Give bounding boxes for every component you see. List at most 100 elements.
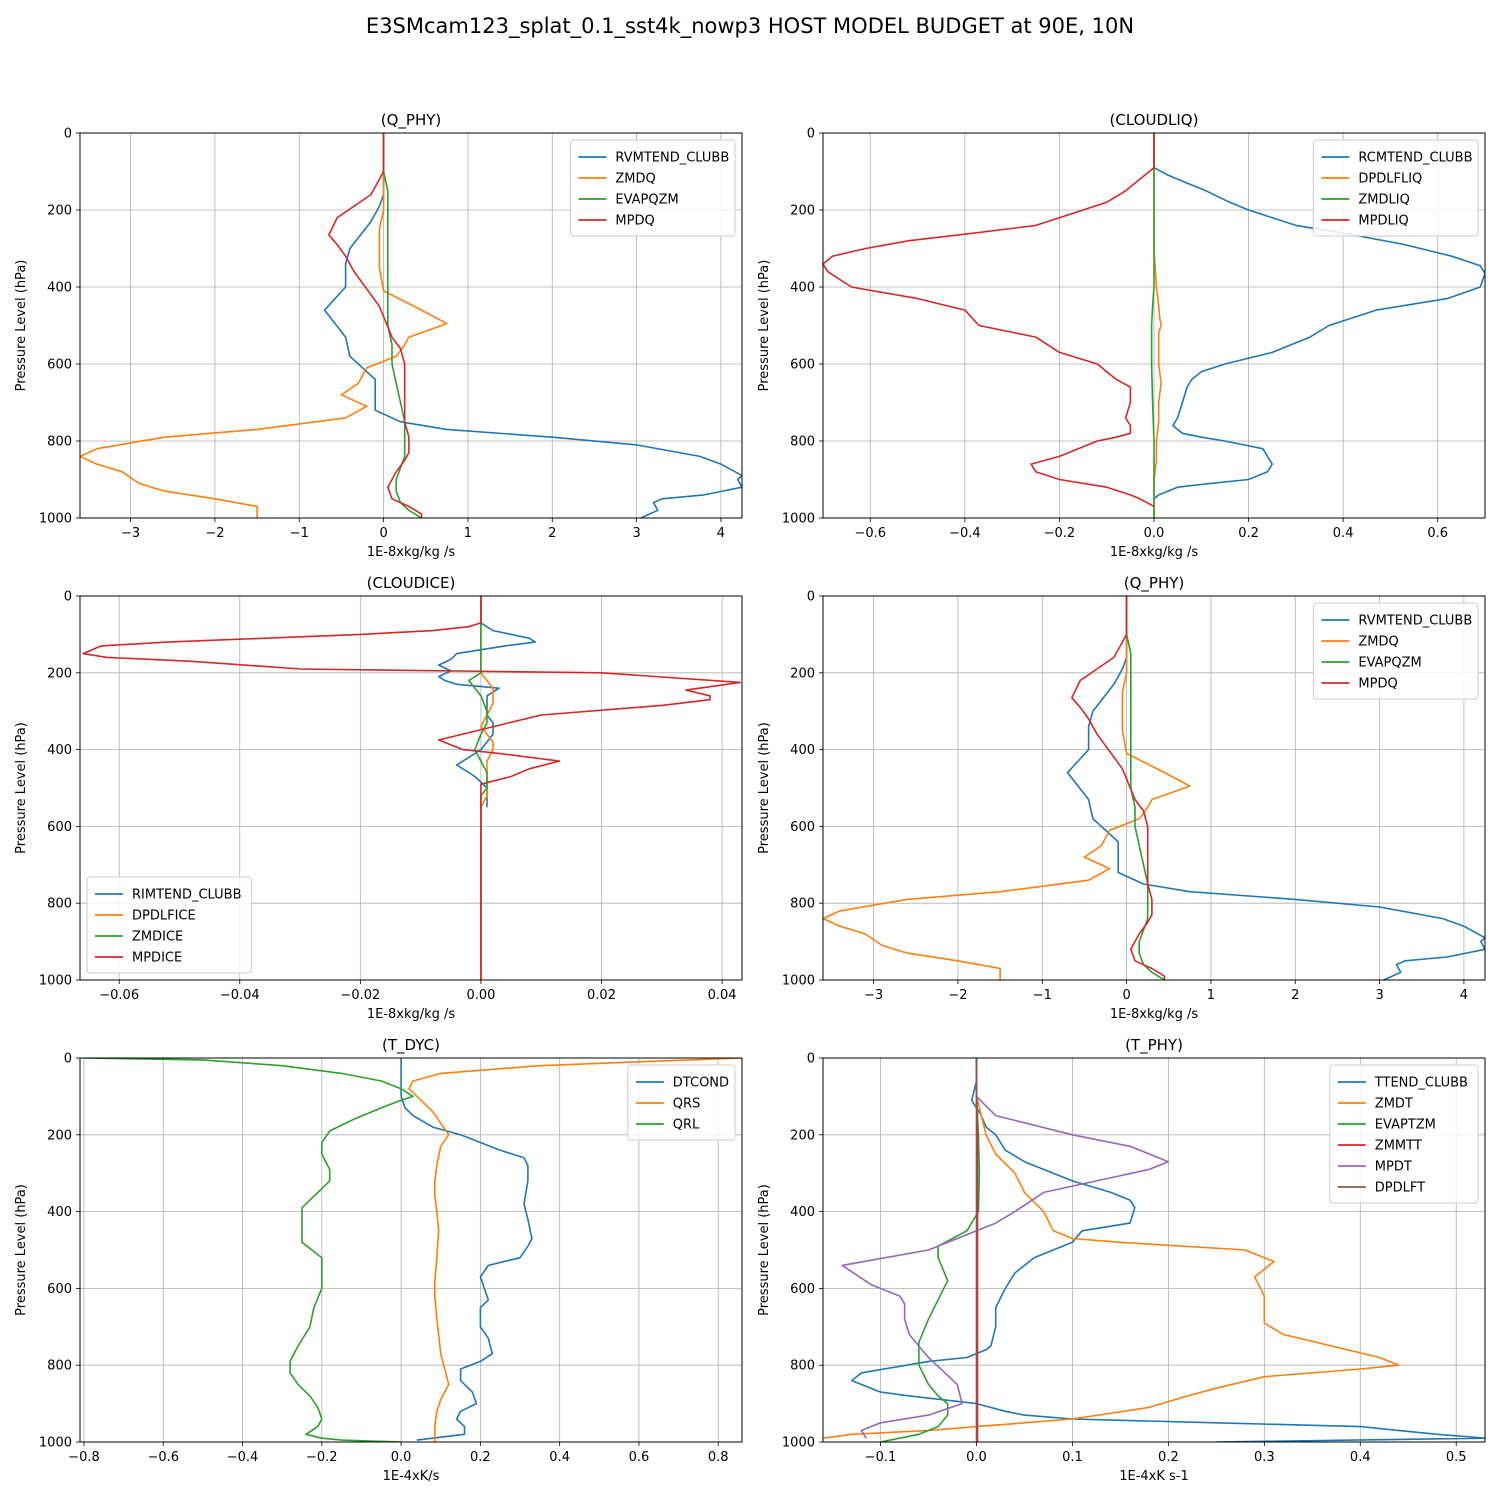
plot-frame: [79, 132, 743, 519]
x-tick-label: −2: [948, 988, 967, 1003]
y-tick-label: 0: [807, 590, 815, 605]
y-tick-label: 800: [47, 435, 72, 450]
series-line-rcmtend-clubb: [1153, 133, 1485, 500]
x-tick-label: 0.00: [466, 988, 495, 1003]
series-line-zmdliq: [1150, 133, 1155, 518]
legend-box: [1312, 139, 1479, 237]
legend-label: MPDQ: [615, 214, 654, 229]
x-tick-label: −0.2: [306, 1450, 338, 1465]
legend-label: MPDQ: [1358, 677, 1397, 692]
legend-label: ZMDT: [1375, 1097, 1413, 1112]
panel-title: (CLOUDLIQ): [1110, 111, 1199, 129]
y-tick-label: 0: [807, 127, 815, 142]
series-line-evaptzm: [880, 1058, 981, 1442]
y-axis-title: Pressure Level (hPa): [14, 1184, 29, 1316]
x-tick-label: 2: [548, 526, 556, 541]
x-tick-label: 2: [1291, 988, 1299, 1003]
chart-panel-4: −3 −2 −1 0 1 2 3 4 0 200 400 600 800 1000 (Q_PHY) 1E-8x…: [757, 574, 1486, 1022]
series-line-mpdt: [841, 1058, 1170, 1439]
chart-panel-6: −0.1 0.0 0.1 0.2 0.3 0.4 0.5 0 200 400 600 800 1000 (…: [757, 1036, 1486, 1484]
legend-box: [1329, 1064, 1479, 1204]
chart-panel-1: −3 −2 −1 0 1 2 3 4 0 200 400 600 800 1000 (Q_PHY) 1E-8x…: [14, 111, 743, 560]
x-tick-label: 0.2: [1158, 1450, 1179, 1465]
y-tick-label: 600: [790, 358, 815, 373]
series-line-zmdt: [823, 1058, 1400, 1439]
x-tick-label: −0.04: [220, 988, 260, 1003]
x-axis-title: 1E-8xkg/kg /s: [1110, 1007, 1199, 1022]
legend-label: DPDLFICE: [132, 909, 196, 924]
y-tick-label: 1000: [782, 512, 815, 527]
legend-label: RVMTEND_CLUBB: [1358, 614, 1472, 629]
y-tick-label: 600: [47, 1282, 72, 1297]
series-line-rimtend-clubb: [437, 596, 537, 808]
x-tick-label: 0.02: [587, 988, 616, 1003]
x-tick-label: 0.2: [1238, 526, 1259, 541]
panel-title: (Q_PHY): [381, 111, 442, 130]
legend-label: QRL: [673, 1118, 700, 1133]
x-axis-title: 1E-8xkg/kg /s: [367, 1007, 456, 1022]
series-line-zmdq: [80, 133, 448, 518]
y-tick-label: 600: [790, 1282, 815, 1297]
y-tick-label: 200: [790, 666, 815, 681]
y-axis-title: Pressure Level (hPa): [757, 1184, 772, 1316]
x-tick-label: −3: [864, 988, 883, 1003]
x-tick-label: −0.8: [68, 1450, 100, 1465]
x-tick-label: 0.6: [1427, 526, 1448, 541]
y-tick-label: 800: [47, 897, 72, 912]
x-tick-label: 0.0: [966, 1450, 987, 1465]
series-line-evapqzm: [382, 133, 422, 518]
y-tick-label: 200: [790, 204, 815, 219]
x-tick-label: −0.4: [227, 1450, 259, 1465]
panel-title: (T_DYC): [382, 1036, 440, 1055]
series-line-rvmtend-clubb: [323, 133, 742, 518]
legend-label: MPDT: [1375, 1160, 1412, 1175]
legend-label: EVAPQZM: [1358, 656, 1421, 671]
y-tick-label: 400: [47, 743, 72, 758]
y-tick-label: 0: [64, 590, 72, 605]
x-tick-label: 0.0: [391, 1450, 412, 1465]
legend: RVMTEND_CLUBB ZMDQ EVAPQZM MPDQ: [1312, 602, 1479, 700]
y-tick-label: 800: [790, 1359, 815, 1374]
x-tick-label: −2: [205, 526, 224, 541]
x-tick-label: 0.6: [629, 1450, 650, 1465]
y-tick-label: 400: [47, 281, 72, 296]
series-line-qrs: [408, 1058, 742, 1442]
legend-box: [627, 1064, 736, 1141]
series-line-ttend-clubb: [850, 1058, 1485, 1442]
y-tick-label: 200: [47, 1128, 72, 1143]
y-tick-label: 200: [47, 666, 72, 681]
legend-label: ZMDICE: [132, 930, 183, 945]
x-tick-label: 0.4: [549, 1450, 570, 1465]
y-tick-label: 800: [790, 897, 815, 912]
series-line-mpdq: [327, 133, 423, 518]
panel-title: (CLOUDICE): [367, 574, 456, 592]
series-line-dpdlfice: [480, 596, 494, 980]
series-line-qrl: [83, 1058, 414, 1442]
x-tick-label: −0.2: [1044, 526, 1076, 541]
plot-frame: [79, 1057, 743, 1443]
legend-label: MPDICE: [132, 951, 182, 966]
legend-box: [1312, 602, 1479, 700]
panel-title: (Q_PHY): [1124, 574, 1185, 593]
series-line-dtcond: [400, 1058, 533, 1441]
y-axis-title: Pressure Level (hPa): [757, 722, 772, 854]
x-tick-label: 0: [379, 526, 387, 541]
x-tick-label: 4: [1460, 988, 1468, 1003]
legend-box: [569, 139, 736, 237]
x-tick-label: −0.4: [949, 526, 981, 541]
chart-panel-2: −0.6 −0.4 −0.2 0.0 0.2 0.4 0.6 0 200 400 600 800 100…: [757, 111, 1486, 560]
legend-label: EVAPTZM: [1375, 1118, 1436, 1133]
x-tick-label: −1: [290, 526, 309, 541]
x-tick-label: −0.6: [854, 526, 886, 541]
x-tick-label: −0.6: [147, 1450, 179, 1465]
y-tick-label: 400: [790, 281, 815, 296]
legend-label: MPDLIQ: [1358, 214, 1408, 229]
series-line-zmdice: [468, 596, 488, 980]
plot-frame: [79, 595, 743, 981]
series-line-rvmtend-clubb: [1066, 596, 1485, 980]
legend-label: ZMDQ: [1358, 635, 1398, 650]
x-axis-title: 1E-4xK/s: [383, 1469, 440, 1484]
x-axis-title: 1E-4xK s-1: [1119, 1469, 1189, 1484]
legend-label: DPDLFLIQ: [1358, 172, 1422, 187]
